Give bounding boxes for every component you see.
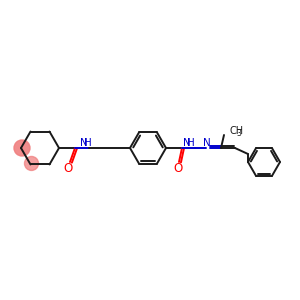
Text: CH: CH xyxy=(229,126,243,136)
Text: H: H xyxy=(187,138,195,148)
Text: N: N xyxy=(80,138,88,148)
Text: 3: 3 xyxy=(236,128,241,137)
Text: O: O xyxy=(173,161,183,175)
Text: N: N xyxy=(183,138,191,148)
Circle shape xyxy=(14,140,30,156)
Text: H: H xyxy=(84,138,92,148)
Text: O: O xyxy=(63,161,73,175)
Text: N: N xyxy=(203,138,211,148)
Circle shape xyxy=(25,157,38,170)
